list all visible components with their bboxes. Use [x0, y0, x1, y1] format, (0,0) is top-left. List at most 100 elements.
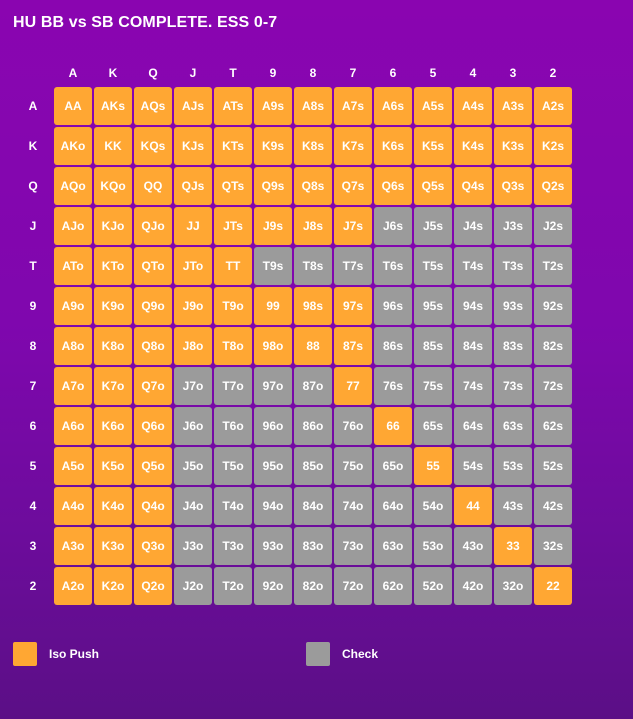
legend-swatch-check: [306, 642, 330, 666]
hand-cell: 54s: [454, 447, 492, 485]
legend-item-iso-push: Iso Push: [13, 642, 99, 666]
hand-cell: J5s: [414, 207, 452, 245]
hand-cell: 32o: [494, 567, 532, 605]
hand-cell: T4o: [214, 487, 252, 525]
hand-cell: J3o: [174, 527, 212, 565]
hand-cell: 53s: [494, 447, 532, 485]
hand-cell: Q2s: [534, 167, 572, 205]
row-header: T: [29, 259, 37, 273]
hand-cell: 42s: [534, 487, 572, 525]
hand-cell: AJo: [54, 207, 92, 245]
hand-cell: 22: [534, 567, 572, 605]
hand-cell: 98o: [254, 327, 292, 365]
column-header: 5: [429, 66, 437, 80]
legend-label-iso-push: Iso Push: [49, 647, 100, 661]
hand-cell: 74s: [454, 367, 492, 405]
hand-cell: 95o: [254, 447, 292, 485]
hand-cell: A9s: [254, 87, 292, 125]
hand-cell: 63s: [494, 407, 532, 445]
hand-cell: 72s: [534, 367, 572, 405]
hand-cell: Q2o: [134, 567, 172, 605]
hand-cell: T8o: [214, 327, 252, 365]
row-header: K: [28, 139, 38, 153]
hand-cell: 97o: [254, 367, 292, 405]
hand-cell: 85s: [414, 327, 452, 365]
hand-cell: 87o: [294, 367, 332, 405]
hand-cell: 42o: [454, 567, 492, 605]
column-header: 2: [549, 66, 557, 80]
row-header: 6: [29, 419, 37, 433]
hand-cell: 94s: [454, 287, 492, 325]
hand-cell: 65s: [414, 407, 452, 445]
hand-cell: KTs: [214, 127, 252, 165]
hand-cell: T9o: [214, 287, 252, 325]
hand-cell: 33: [494, 527, 532, 565]
hand-cell: 74o: [334, 487, 372, 525]
hand-cell: K5o: [94, 447, 132, 485]
hand-cell: 93s: [494, 287, 532, 325]
hand-cell: JJ: [174, 207, 212, 245]
hand-cell: AA: [54, 87, 92, 125]
hand-cell: T8s: [294, 247, 332, 285]
hand-cell: AQo: [54, 167, 92, 205]
hand-cell: T9s: [254, 247, 292, 285]
row-header: J: [29, 219, 37, 233]
hand-cell: K7s: [334, 127, 372, 165]
hand-cell: QJs: [174, 167, 212, 205]
column-header: 7: [349, 66, 357, 80]
legend-swatch-iso-push: [13, 642, 37, 666]
hand-cell: K5s: [414, 127, 452, 165]
row-header: 8: [29, 339, 37, 353]
hand-cell: 95s: [414, 287, 452, 325]
hand-cell: T2s: [534, 247, 572, 285]
hand-cell: 99: [254, 287, 292, 325]
hand-cell: 53o: [414, 527, 452, 565]
hand-cell: KQs: [134, 127, 172, 165]
hand-cell: 92s: [534, 287, 572, 325]
hand-cell: Q7o: [134, 367, 172, 405]
hand-range-grid: A K Q J T 9 8 7 6 5 4 3 2 A AA AKs AQs AJs ATs A9s A8s A7s A6s…: [13, 60, 573, 606]
column-header: 3: [509, 66, 517, 80]
hand-cell: 83o: [294, 527, 332, 565]
hand-cell: A9o: [54, 287, 92, 325]
hand-cell: 73o: [334, 527, 372, 565]
hand-cell: AKo: [54, 127, 92, 165]
hand-cell: 86s: [374, 327, 412, 365]
hand-cell: 92o: [254, 567, 292, 605]
hand-cell: 44: [454, 487, 492, 525]
hand-cell: 97s: [334, 287, 372, 325]
hand-cell: KQo: [94, 167, 132, 205]
hand-cell: K8o: [94, 327, 132, 365]
hand-cell: AKs: [94, 87, 132, 125]
hand-cell: 75o: [334, 447, 372, 485]
row-header: 9: [29, 299, 37, 313]
hand-cell: 43s: [494, 487, 532, 525]
hand-cell: 72o: [334, 567, 372, 605]
hand-cell: 75s: [414, 367, 452, 405]
hand-cell: A6o: [54, 407, 92, 445]
hand-cell: A8o: [54, 327, 92, 365]
hand-cell: T4s: [454, 247, 492, 285]
hand-cell: J4o: [174, 487, 212, 525]
hand-cell: T7s: [334, 247, 372, 285]
hand-cell: QQ: [134, 167, 172, 205]
hand-cell: Q6s: [374, 167, 412, 205]
hand-cell: 88: [294, 327, 332, 365]
column-header: T: [229, 66, 237, 80]
column-header: Q: [148, 66, 158, 80]
row-header: A: [28, 99, 38, 113]
hand-cell: A3s: [494, 87, 532, 125]
row-header: 3: [29, 539, 37, 553]
hand-cell: K4o: [94, 487, 132, 525]
hand-cell: KJs: [174, 127, 212, 165]
hand-cell: K6s: [374, 127, 412, 165]
hand-cell: 83s: [494, 327, 532, 365]
hand-cell: A6s: [374, 87, 412, 125]
hand-cell: J6o: [174, 407, 212, 445]
hand-cell: 84o: [294, 487, 332, 525]
hand-cell: Q7s: [334, 167, 372, 205]
hand-cell: 62o: [374, 567, 412, 605]
hand-cell: Q4o: [134, 487, 172, 525]
column-header: 9: [269, 66, 277, 80]
hand-cell: J2s: [534, 207, 572, 245]
